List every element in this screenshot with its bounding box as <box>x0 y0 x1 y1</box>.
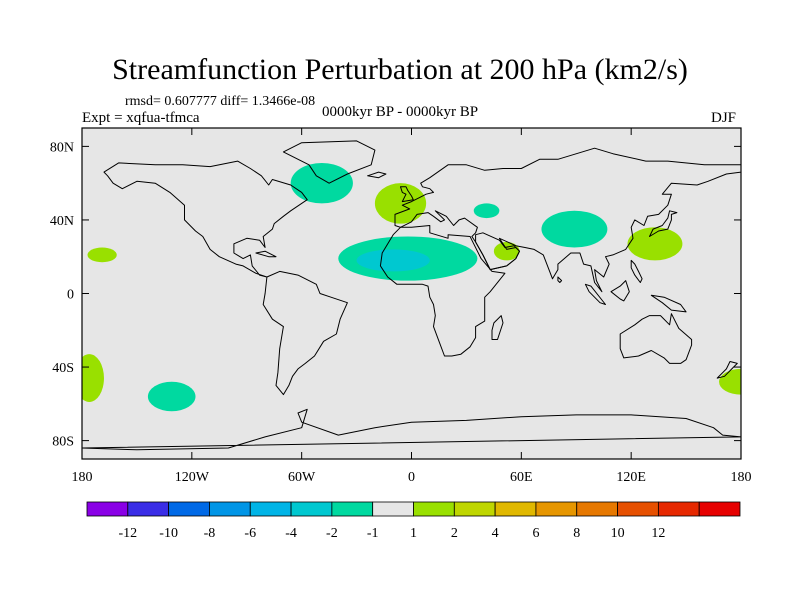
anomaly-south-pacific-positive-east <box>719 368 741 395</box>
colorbar-label: 4 <box>492 526 499 541</box>
lat-tick-label: 40N <box>50 214 74 229</box>
anomaly-west-pacific-positive <box>627 227 683 261</box>
lon-tick-label: 0 <box>408 470 415 485</box>
coastline-north-america <box>103 160 308 278</box>
colorbar-label: 10 <box>611 526 625 541</box>
lat-tick-label: 40S <box>52 361 74 376</box>
colorbar-swatch <box>168 501 210 517</box>
coastline-sri-lanka <box>557 276 563 283</box>
colorbar-swatch <box>209 501 251 517</box>
colorbar-label: -2 <box>326 526 338 541</box>
coastline-antarctica <box>82 408 741 451</box>
coastline-australia <box>619 313 693 364</box>
colorbar-swatch <box>453 501 496 517</box>
lon-tick-label: 180 <box>72 470 93 485</box>
colorbar-label: -6 <box>244 526 256 541</box>
colorbar-swatch <box>86 501 129 517</box>
lon-tick-label: 60E <box>510 470 533 485</box>
colorbar-swatch <box>372 501 414 517</box>
colorbar-label: -8 <box>204 526 216 541</box>
anomaly-south-pacific-positive-west <box>82 354 104 402</box>
stats-label: rmsd= 0.607777 diff= 1.3466e-08 <box>125 94 316 109</box>
coastline-greenland <box>282 140 376 184</box>
anomaly-north-pacific-positive <box>87 247 117 263</box>
colorbar-label: 6 <box>532 526 539 541</box>
colorbar-swatch <box>698 501 741 517</box>
coastline-japan <box>649 210 678 237</box>
lon-tick-label: 120W <box>175 470 210 485</box>
anomaly-south-pacific-negative <box>147 381 196 412</box>
colorbar-label: -1 <box>367 526 379 541</box>
colorbar-swatch <box>127 501 170 517</box>
coastline-great-britain <box>400 186 414 203</box>
colorbar-swatch <box>617 501 659 517</box>
colorbar-label: 2 <box>451 526 458 541</box>
coastline-sumatra <box>584 283 606 305</box>
colorbar-swatch <box>494 501 537 517</box>
coastline-africa <box>379 225 506 357</box>
colorbar-label: -4 <box>285 526 297 541</box>
colorbar-swatch <box>576 501 618 517</box>
coastline-new-zealand <box>716 361 738 379</box>
lat-tick-label: 80N <box>50 140 74 155</box>
anomaly-tibet-negative <box>541 210 608 248</box>
period-label: 0000kyr BP - 0000kyr BP <box>322 104 479 120</box>
colorbar-label: -12 <box>118 526 137 541</box>
coastline-south-america <box>262 270 348 396</box>
anomaly-arabia-positive <box>493 242 520 261</box>
lon-tick-label: 60W <box>288 470 316 485</box>
map-layer: 80N 40N 0 40S 80S 180 120W 60W 0 60E 120E 180 <box>50 127 752 485</box>
coastline-madagascar <box>491 315 504 340</box>
colorbar-swatch <box>331 501 374 517</box>
coastline-philippines <box>630 259 643 283</box>
lon-tick-label: 180 <box>731 470 752 485</box>
coastline-arabia <box>475 232 520 271</box>
colorbar-swatch <box>657 501 700 517</box>
colorbar-label: 8 <box>573 526 580 541</box>
colorbar: -12 -10 -8 -6 -4 -2 -1 1 2 4 6 8 10 12 <box>86 501 741 541</box>
lat-tick-label: 0 <box>67 288 74 303</box>
experiment-label: Expt = xqfua-tfmca <box>82 110 200 126</box>
lon-tick-label: 120E <box>616 470 646 485</box>
coastline-iceland <box>367 171 387 179</box>
coastline-cuba <box>255 250 277 258</box>
colorbar-label: -10 <box>159 526 178 541</box>
anomaly-black-sea-negative <box>473 203 500 219</box>
coastline-borneo <box>610 280 630 302</box>
anomaly-north-atlantic-negative <box>290 162 353 204</box>
anomaly-europe-positive <box>374 183 427 224</box>
anomaly-sahara-negative-core <box>356 249 430 272</box>
map-title: Streamfunction Perturbation at 200 hPa (… <box>112 53 688 86</box>
lat-tick-label: 80S <box>52 435 74 450</box>
coastline-new-guinea <box>650 294 687 313</box>
colorbar-swatch <box>249 501 292 517</box>
colorbar-swatch <box>413 501 455 517</box>
colorbar-swatch <box>535 501 578 517</box>
colorbar-label: 12 <box>651 526 665 541</box>
colorbar-swatch <box>290 501 333 517</box>
colorbar-label: 1 <box>410 526 417 541</box>
coastline-eurasia <box>394 147 741 293</box>
season-label: DJF <box>711 110 737 126</box>
